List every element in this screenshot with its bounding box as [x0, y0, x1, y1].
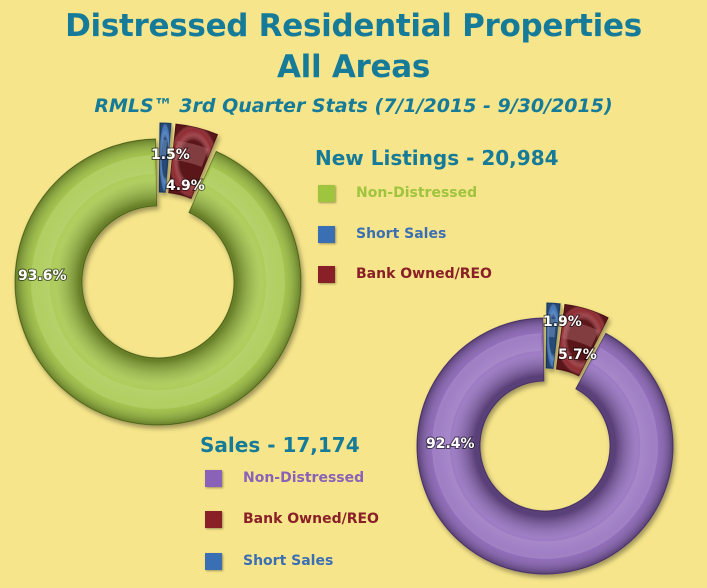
donut-slice-bank-owned-reo: [555, 303, 609, 377]
page-title-area: All Areas: [276, 49, 430, 85]
legend-label: Short Sales: [243, 553, 334, 569]
legend-swatch: [205, 553, 222, 570]
legend-label: Non-Distressed: [243, 470, 365, 486]
legend-label: Short Sales: [356, 226, 447, 242]
donut-slice-bank-owned-reo: [168, 123, 219, 200]
page-title: Distressed Residential Properties: [65, 8, 642, 44]
slice-label-non-distressed: 92.4%: [426, 436, 475, 452]
legend-label: Non-Distressed: [356, 185, 478, 201]
legend-label: Bank Owned/REO: [243, 511, 379, 527]
donut-slice-non-distressed: [14, 138, 302, 426]
donut-slice-short-sales: [158, 122, 172, 193]
legend-swatch: [205, 511, 222, 528]
slice-label-short-sales: 1.9%: [543, 314, 582, 330]
legend-swatch: [318, 266, 335, 283]
slice-label-non-distressed: 93.6%: [18, 268, 67, 284]
sales-donut: 92.4% 1.9% 5.7%: [416, 302, 674, 575]
slice-label-bank-owned-reo: 4.9%: [166, 178, 205, 194]
legend-swatch: [318, 185, 335, 202]
sales-title: Sales - 17,174: [200, 433, 360, 457]
slice-label-short-sales: 1.5%: [151, 147, 190, 163]
new-listings-donut: 93.6% 1.5% 4.9%: [14, 122, 302, 426]
slice-label-bank-owned-reo: 5.7%: [558, 347, 597, 363]
legend-label: Bank Owned/REO: [356, 266, 492, 282]
page-subtitle: RMLS™ 3rd Quarter Stats (7/1/2015 - 9/30…: [94, 95, 613, 117]
new-listings-title: New Listings - 20,984: [315, 146, 559, 170]
legend-swatch: [205, 470, 222, 487]
legend-swatch: [318, 226, 335, 243]
donut-slice-short-sales: [545, 302, 561, 369]
donut-slice-non-distressed: [416, 317, 674, 575]
